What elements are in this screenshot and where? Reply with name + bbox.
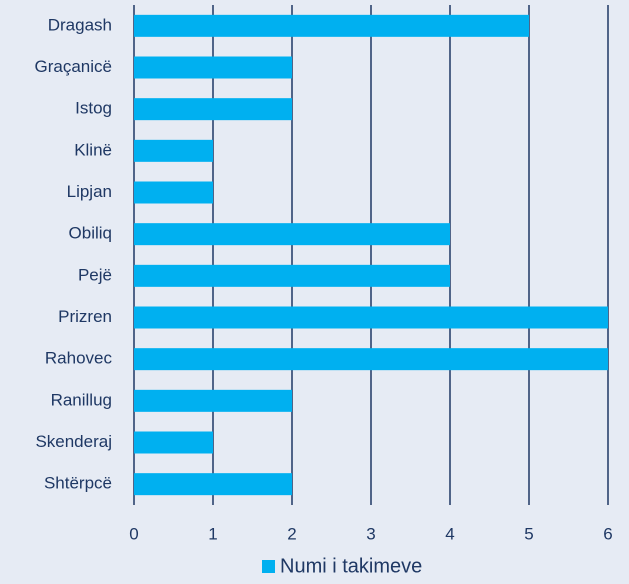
x-tick-label: 2 bbox=[287, 524, 296, 543]
bar bbox=[134, 139, 213, 162]
y-tick-label: Shtërpcë bbox=[44, 474, 112, 493]
y-tick-label: Pejë bbox=[78, 265, 112, 284]
bar bbox=[134, 98, 292, 121]
x-tick-label: 1 bbox=[208, 524, 217, 543]
x-tick-label: 6 bbox=[603, 524, 612, 543]
y-tick-label: Dragash bbox=[48, 15, 112, 34]
y-tick-label: Rahovec bbox=[45, 349, 113, 368]
bar bbox=[134, 473, 292, 496]
bar bbox=[134, 223, 450, 246]
y-tick-label: Skenderaj bbox=[35, 432, 112, 451]
bar bbox=[134, 14, 529, 37]
bar bbox=[134, 431, 213, 454]
x-tick-label: 4 bbox=[445, 524, 454, 543]
x-tick-label: 3 bbox=[366, 524, 375, 543]
bar bbox=[134, 306, 608, 329]
y-tick-label: Graçanicë bbox=[35, 57, 112, 76]
y-tick-label: Klinë bbox=[74, 140, 112, 159]
bar bbox=[134, 264, 450, 287]
bar bbox=[134, 181, 213, 204]
bar bbox=[134, 389, 292, 412]
legend-swatch bbox=[262, 560, 275, 573]
y-tick-label: Ranillug bbox=[51, 390, 112, 409]
y-tick-label: Prizren bbox=[58, 307, 112, 326]
y-tick-label: Obiliq bbox=[69, 224, 112, 243]
bar bbox=[134, 348, 608, 371]
y-tick-label: Istog bbox=[75, 99, 112, 118]
y-tick-label: Lipjan bbox=[67, 182, 112, 201]
x-tick-label: 5 bbox=[524, 524, 533, 543]
x-tick-label: 0 bbox=[129, 524, 138, 543]
legend-label: Numi i takimeve bbox=[280, 555, 422, 577]
bar bbox=[134, 56, 292, 79]
